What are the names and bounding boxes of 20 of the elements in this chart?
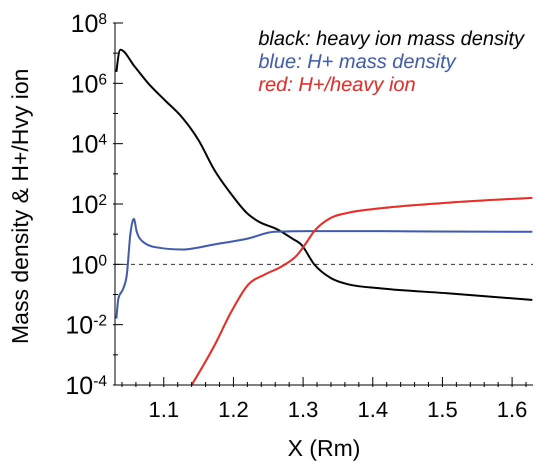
x-axis-title: X (Rm) xyxy=(288,435,360,461)
y-tick-label: 10$^{8}$ xyxy=(70,10,107,38)
text: black: heavy ion mass density xyxy=(258,28,524,51)
y-tick-label: 10$^{4}$ xyxy=(70,130,108,159)
y-tick-label: 10$^{-4}$ xyxy=(65,372,108,400)
y-tick-label: 10$^{2}$ xyxy=(70,191,107,219)
x-tick-label: 1.6 xyxy=(496,397,528,422)
y-tick-label: 10$^{6}$ xyxy=(70,70,107,98)
y-tick-label: 10$^{-2}$ xyxy=(65,312,107,340)
text: blue: H+ mass density xyxy=(258,51,458,74)
x-tick-label: 1.4 xyxy=(357,397,388,422)
text: red: H+/heavy ion xyxy=(258,74,417,97)
x-tick-label: 1.2 xyxy=(218,397,249,422)
y-tick-label: 10$^{0}$ xyxy=(70,251,108,280)
x-tick-label: 1.3 xyxy=(288,397,318,422)
x-tick-label: 1.5 xyxy=(427,397,458,422)
x-tick-label: 1.1 xyxy=(148,397,180,422)
line-series xyxy=(190,196,533,385)
line-series xyxy=(115,218,533,320)
y-axis-title: Mass density & H+/Hvy ion xyxy=(7,68,34,344)
